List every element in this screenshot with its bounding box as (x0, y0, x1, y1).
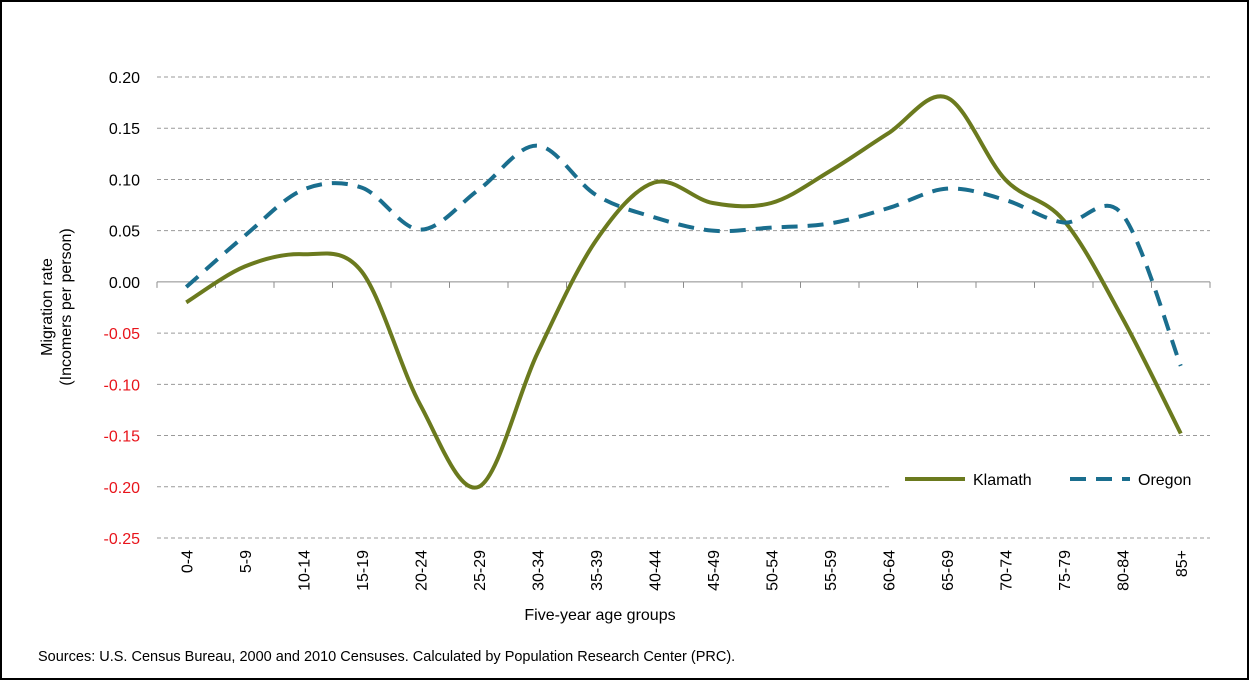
x-tick-label: 5-9 (238, 550, 255, 573)
legend-label: Klamath (973, 472, 1032, 489)
y-axis-label: Migration rate (39, 258, 56, 356)
y-tick-label: -0.05 (104, 326, 141, 343)
series-line (185, 94, 1183, 490)
x-tick-label: 20-24 (413, 550, 430, 591)
x-tick-label: 35-39 (589, 550, 606, 591)
series-line (184, 143, 1183, 367)
x-tick-label: 55-59 (823, 550, 840, 591)
y-tick-label: -0.15 (104, 429, 141, 446)
x-tick-label: 70-74 (998, 550, 1015, 591)
x-tick-label: 10-14 (296, 550, 313, 591)
x-tick-label: 75-79 (1057, 550, 1074, 591)
y-tick-label: -0.20 (104, 480, 141, 497)
x-axis-label: Five-year age groups (524, 607, 675, 624)
x-tick-label: 0-4 (179, 550, 196, 573)
y-tick-label: 0.15 (109, 121, 140, 138)
x-tick-label: 15-19 (355, 550, 372, 591)
x-tick-label: 25-29 (472, 550, 489, 591)
x-tick-label: 65-69 (940, 550, 957, 591)
x-tick-label: 45-49 (706, 550, 723, 591)
y-tick-label: 0.00 (109, 275, 140, 292)
source-note: Sources: U.S. Census Bureau, 2000 and 20… (38, 649, 735, 665)
y-tick-label: -0.25 (104, 531, 141, 548)
y-tick-label: 0.05 (109, 224, 140, 241)
y-tick-label: 0.10 (109, 172, 140, 189)
x-tick-label: 85+ (1174, 550, 1191, 577)
y-axis-label: (Incomers per person) (58, 228, 75, 385)
legend-label: Oregon (1138, 472, 1191, 489)
x-tick-label: 40-44 (647, 550, 664, 591)
y-tick-label: -0.10 (104, 377, 141, 394)
y-tick-label: 0.20 (109, 70, 140, 87)
x-tick-label: 60-64 (881, 550, 898, 591)
x-tick-label: 80-84 (1115, 550, 1132, 591)
x-tick-label: 50-54 (764, 550, 781, 591)
x-tick-label: 30-34 (530, 550, 547, 591)
